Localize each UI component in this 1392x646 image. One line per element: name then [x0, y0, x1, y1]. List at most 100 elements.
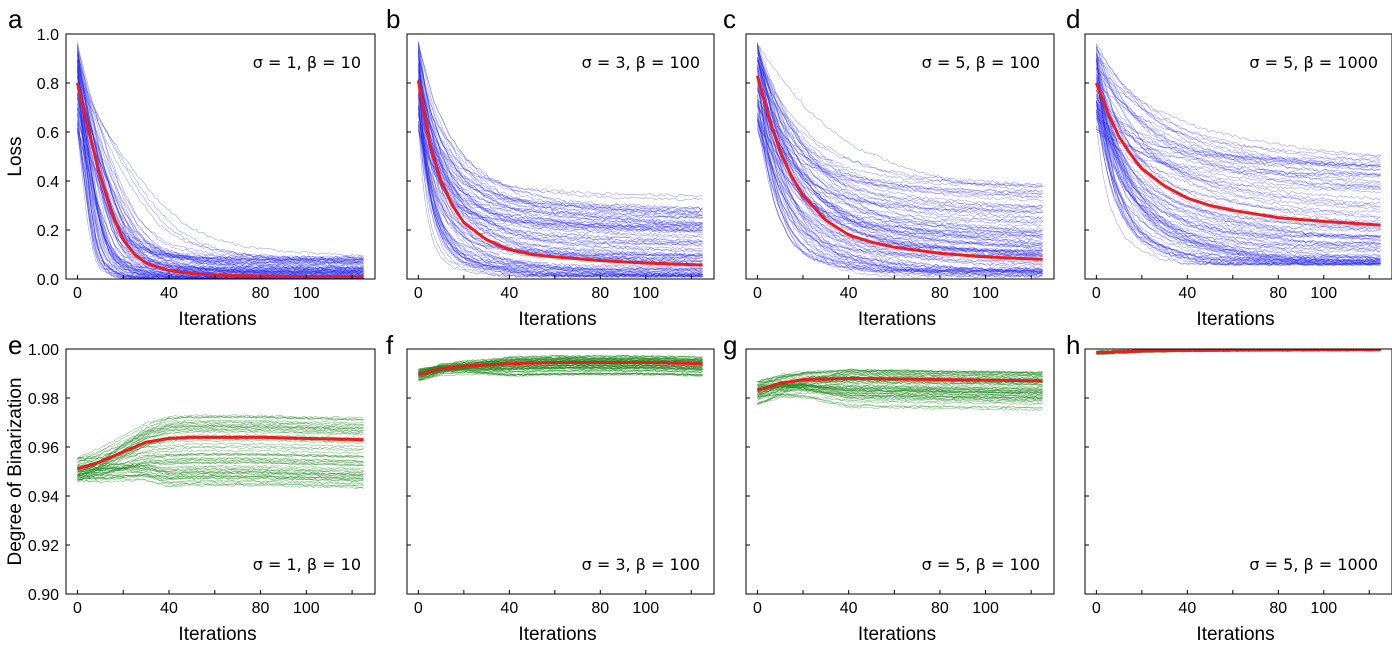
- x-tick-label: 80: [1269, 600, 1287, 617]
- trial-line: [418, 108, 703, 211]
- trial-lines: [1096, 43, 1381, 267]
- trial-line: [1096, 82, 1381, 239]
- trial-line: [1096, 102, 1381, 191]
- trial-line: [757, 393, 1043, 410]
- trial-line: [757, 129, 1043, 253]
- trial-line: [757, 44, 1043, 193]
- trial-line: [757, 68, 1043, 271]
- trial-line: [418, 56, 703, 227]
- trial-line: [1096, 66, 1381, 267]
- trial-line: [418, 53, 703, 225]
- x-tick-label: 80: [252, 285, 270, 302]
- trial-line: [77, 92, 364, 276]
- trial-line: [77, 109, 364, 272]
- trial-line: [757, 116, 1043, 255]
- x-axis-label: Iterations: [1196, 624, 1274, 645]
- x-axis-label: Iterations: [1196, 309, 1274, 330]
- trial-line: [1096, 75, 1381, 177]
- trial-line: [757, 385, 1043, 397]
- trial-line: [418, 62, 703, 275]
- trial-line: [418, 52, 703, 213]
- trial-line: [418, 93, 703, 257]
- x-tick-label: 0: [753, 600, 762, 617]
- trial-line: [418, 129, 703, 252]
- trial-line: [757, 49, 1043, 210]
- trial-line: [418, 131, 703, 230]
- trial-line: [757, 58, 1043, 223]
- trial-line: [1096, 107, 1381, 240]
- trial-line: [757, 383, 1043, 396]
- trial-line: [418, 41, 703, 238]
- x-tick-label: 0: [73, 600, 82, 617]
- trial-line: [77, 465, 364, 474]
- trial-line: [1096, 64, 1381, 194]
- trial-line: [77, 61, 364, 269]
- trial-line: [418, 92, 703, 278]
- trial-line: [418, 89, 703, 227]
- trial-line: [1096, 57, 1381, 167]
- trial-line: [418, 93, 703, 276]
- x-tick-label: 40: [1178, 285, 1196, 302]
- trial-line: [757, 118, 1043, 257]
- mean-curve: [756, 376, 1043, 393]
- trial-line: [757, 67, 1043, 275]
- trial-line: [1096, 109, 1381, 266]
- trial-line: [418, 44, 703, 262]
- x-axis-label: Iterations: [178, 624, 256, 645]
- plot-frame: [406, 348, 715, 595]
- trial-line: [1096, 50, 1381, 262]
- trial-line: [1096, 43, 1381, 171]
- trial-line: [418, 105, 703, 272]
- trial-line: [1096, 53, 1381, 224]
- trial-line: [1096, 58, 1381, 263]
- trial-line: [1096, 131, 1381, 178]
- trial-line: [757, 80, 1043, 271]
- x-tick-label: 0: [1092, 600, 1101, 617]
- y-tick-label: 1.0: [37, 27, 59, 44]
- trial-line: [418, 98, 703, 274]
- trial-line: [757, 103, 1043, 273]
- parameter-label: σ = 1, β = 10: [253, 53, 361, 72]
- panel-d: 0 40 80 100 Iterations σ = 5, β = 1000 d: [1066, 4, 1392, 330]
- trial-line: [1096, 85, 1381, 260]
- y-axis-label: Loss: [5, 136, 26, 176]
- trial-line: [757, 108, 1043, 253]
- parameter-label: σ = 5, β = 100: [922, 53, 1040, 72]
- trial-line: [77, 453, 364, 481]
- trial-line: [418, 50, 703, 271]
- trial-line: [77, 120, 364, 265]
- trial-line: [757, 383, 1043, 393]
- trial-line: [757, 52, 1043, 225]
- trial-line: [1096, 85, 1381, 207]
- trial-line: [757, 57, 1043, 214]
- trial-lines: [418, 41, 703, 279]
- trial-line: [1096, 99, 1381, 267]
- parameter-label: σ = 3, β = 100: [582, 53, 700, 72]
- trial-line: [1096, 108, 1381, 244]
- trial-line: [418, 121, 703, 234]
- trial-line: [77, 44, 364, 265]
- panel-letter: a: [8, 4, 23, 34]
- trial-line: [1096, 85, 1381, 261]
- trial-line: [757, 44, 1043, 273]
- trial-line: [418, 72, 703, 225]
- trial-line: [1096, 81, 1381, 238]
- y-tick-label: 0.92: [28, 538, 59, 555]
- trial-line: [1096, 58, 1381, 267]
- trial-line: [77, 466, 364, 480]
- trial-line: [757, 104, 1043, 270]
- trial-line: [77, 49, 364, 275]
- trial-line: [418, 92, 703, 253]
- trial-line: [77, 51, 364, 270]
- trial-line: [757, 379, 1043, 389]
- trial-line: [757, 52, 1043, 208]
- trial-line: [418, 41, 703, 232]
- trial-line: [757, 115, 1043, 275]
- trial-line: [77, 463, 364, 473]
- trial-line: [418, 50, 703, 279]
- trial-line: [757, 63, 1043, 278]
- trial-line: [77, 53, 364, 269]
- trial-line: [418, 45, 703, 210]
- trial-line: [1096, 110, 1381, 230]
